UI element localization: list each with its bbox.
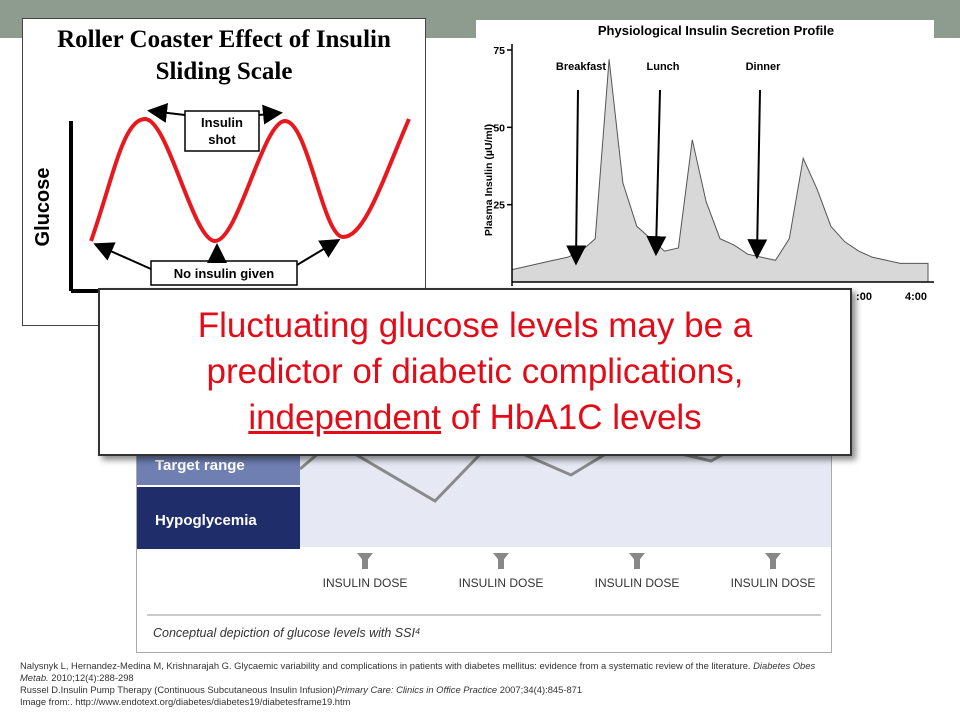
reference-1a: Nalysnyk L, Hernandez-Medina M, Krishnar…: [20, 660, 940, 672]
insulin-area: [511, 59, 929, 283]
hypoglycemia-band: [137, 487, 300, 549]
band-background: [300, 441, 831, 547]
arrow-to-first-trough: [93, 242, 152, 270]
ssi-caption: Conceptual depiction of glucose levels w…: [153, 626, 420, 640]
y-axis-label: Plasma Insulin (µU/ml): [483, 124, 495, 236]
roller-title-line1: Roller Coaster Effect of Insulin: [57, 26, 391, 53]
ref1-journal-cont: Metab.: [20, 672, 49, 683]
arrow-to-left-peak: [147, 102, 186, 123]
ssi-panel: Target range Hypoglycemia INSULIN DOSE I…: [136, 440, 832, 653]
dose-arrow-4: [765, 553, 781, 569]
roller-coaster-panel: Roller Coaster Effect of Insulin Sliding…: [22, 18, 426, 326]
insulin-shot-box: [184, 110, 260, 152]
x-tick-label-1: 4:00: [905, 291, 927, 303]
callout-line3-rest: of HbA1C levels: [441, 398, 702, 437]
dose-arrow-1: [357, 553, 373, 569]
insulin-chart: 25 50 75 Breakfast Lunch Dinner :00 4:00 Plasma…: [483, 44, 934, 303]
chart-title: Physiological Insulin Secretion Profile: [597, 23, 835, 38]
x-tick-label-0: :00: [856, 291, 872, 303]
ref1-text: Nalysnyk L, Hernandez-Medina M, Krishnar…: [20, 660, 754, 671]
roller-diagram: Glucose Insulin shot No insulin given: [32, 102, 411, 293]
meal-label-2: Dinner: [746, 61, 782, 73]
meal-label-0: Breakfast: [556, 61, 606, 73]
ref1-journal: Diabetes Obes: [753, 660, 816, 671]
callout-line1: Fluctuating glucose levels may be a: [197, 306, 753, 345]
meal-arrow-0: [566, 89, 587, 266]
arrow-to-right-peak: [258, 104, 283, 125]
dose-arrow-2: [493, 553, 509, 569]
target-range-label: Target range: [155, 457, 245, 474]
y-tick-label-50: 50: [493, 122, 505, 134]
arrow-to-last-trough: [296, 238, 341, 266]
references: Nalysnyk L, Hernandez-Medina M, Krishnar…: [20, 660, 940, 708]
roller-title-line2: Sliding Scale: [155, 58, 293, 85]
meal-arrow-2: [747, 89, 768, 260]
dose-arrow-3: [629, 553, 645, 569]
y-tick-label-75: 75: [493, 45, 505, 57]
meal-arrow-1: [646, 89, 667, 257]
reference-2: Russel D.Insulin Pump Therapy (Continuou…: [20, 684, 583, 695]
dose-label-2: INSULIN DOSE: [459, 576, 544, 590]
dose-label-4: INSULIN DOSE: [731, 576, 816, 590]
no-insulin-label: No insulin given: [174, 266, 274, 281]
callout-box: Fluctuating glucose levels may be a pred…: [98, 288, 852, 456]
callout-line2: predictor of diabetic complications,: [206, 352, 744, 391]
insulin-shot-line1: Insulin: [201, 115, 243, 130]
glucose-curve: [89, 116, 411, 244]
insulin-profile-panel: Physiological Insulin Secretion Profile …: [476, 20, 934, 310]
y-tick-label-25: 25: [493, 200, 505, 212]
reference-1b: Metab. 2010;12(4):288-298: [20, 672, 134, 683]
callout-underlined-word: independent: [248, 398, 442, 437]
reference-3: Image from:. http://www.endotext.org/dia…: [20, 696, 351, 707]
ssi-diagram: Target range Hypoglycemia INSULIN DOSE I…: [137, 441, 831, 640]
callout-text: Fluctuating glucose levels may be a pred…: [198, 303, 752, 441]
dose-label-1: INSULIN DOSE: [323, 576, 408, 590]
dose-label-3: INSULIN DOSE: [595, 576, 680, 590]
meal-label-1: Lunch: [647, 61, 680, 73]
insulin-shot-line2: shot: [208, 132, 236, 147]
hypoglycemia-label: Hypoglycemia: [155, 512, 257, 529]
glucose-axis-label: Glucose: [32, 168, 54, 247]
